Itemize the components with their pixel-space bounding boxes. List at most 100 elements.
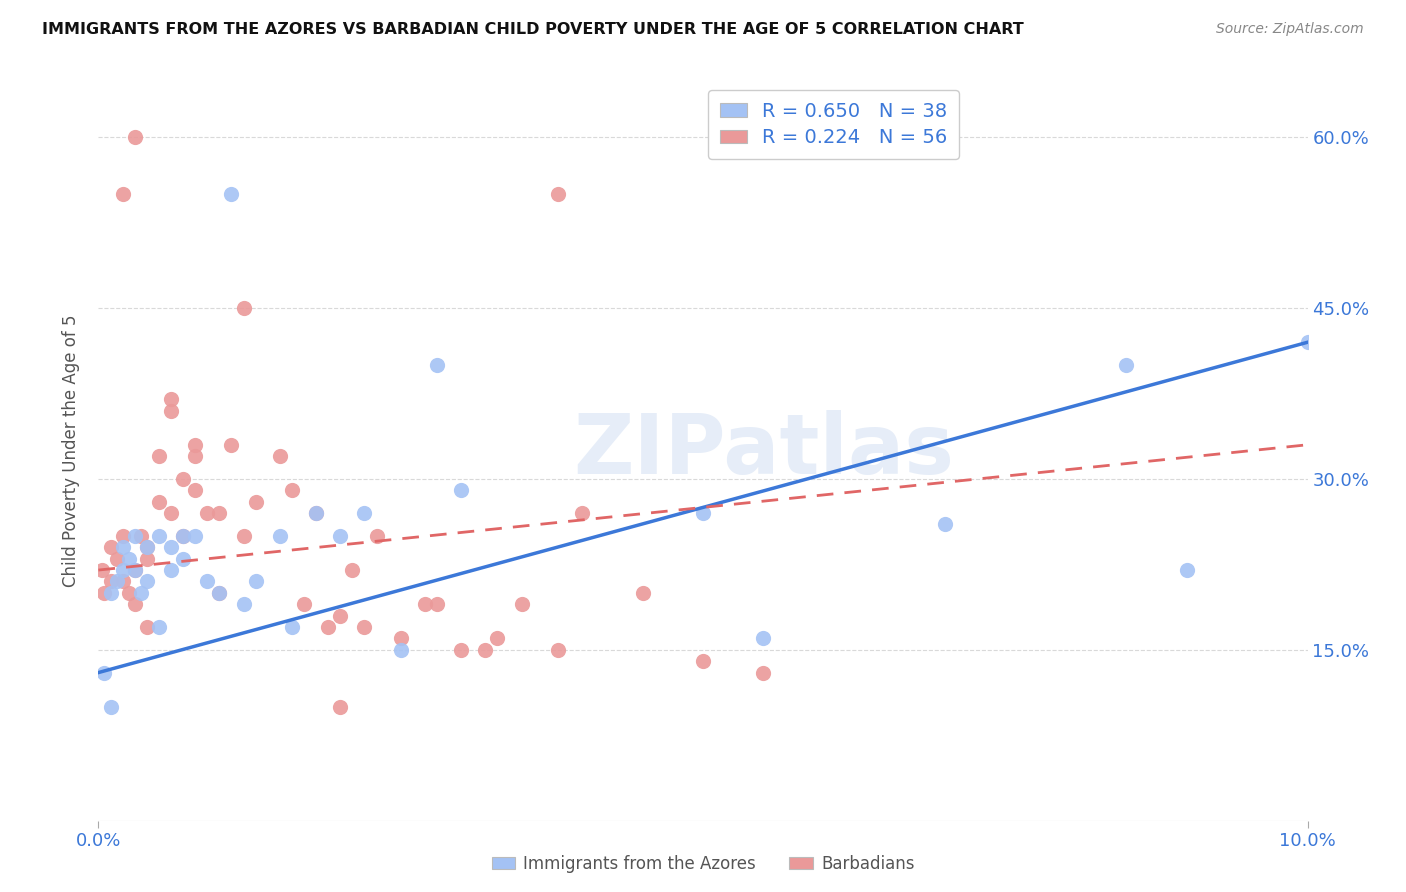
Point — [547, 187, 569, 202]
Point — [111, 541, 134, 555]
Point — [124, 597, 146, 611]
Point — [135, 620, 157, 634]
Point — [232, 301, 254, 315]
Legend: Immigrants from the Azores, Barbadians: Immigrants from the Azores, Barbadians — [485, 848, 921, 880]
Point — [245, 494, 267, 508]
Point — [353, 506, 375, 520]
Point — [934, 517, 956, 532]
Point — [118, 551, 141, 566]
Point — [269, 529, 291, 543]
Point — [305, 506, 328, 520]
Point — [450, 642, 472, 657]
Point — [329, 608, 352, 623]
Point — [148, 449, 170, 463]
Point — [450, 483, 472, 498]
Legend: R = 0.650   N = 38, R = 0.224   N = 56: R = 0.650 N = 38, R = 0.224 N = 56 — [709, 90, 959, 159]
Point — [129, 529, 152, 543]
Point — [148, 529, 170, 543]
Point — [692, 654, 714, 668]
Text: Source: ZipAtlas.com: Source: ZipAtlas.com — [1216, 22, 1364, 37]
Point — [129, 586, 152, 600]
Point — [160, 392, 183, 407]
Point — [100, 586, 122, 600]
Point — [160, 506, 183, 520]
Point — [1175, 563, 1198, 577]
Point — [353, 620, 375, 634]
Point — [221, 438, 243, 452]
Point — [93, 665, 115, 680]
Point — [1296, 335, 1319, 350]
Point — [195, 574, 218, 589]
Point — [631, 586, 654, 600]
Point — [111, 187, 134, 202]
Point — [195, 506, 218, 520]
Point — [292, 597, 315, 611]
Y-axis label: Child Poverty Under the Age of 5: Child Poverty Under the Age of 5 — [62, 314, 80, 587]
Point — [100, 574, 122, 589]
Point — [474, 642, 496, 657]
Point — [148, 620, 170, 634]
Point — [100, 699, 122, 714]
Point — [160, 563, 183, 577]
Point — [316, 620, 339, 634]
Point — [135, 574, 157, 589]
Point — [124, 563, 146, 577]
Point — [124, 130, 146, 145]
Point — [221, 187, 243, 202]
Point — [426, 358, 449, 372]
Point — [329, 529, 352, 543]
Point — [184, 449, 207, 463]
Point — [135, 551, 157, 566]
Point — [111, 529, 134, 543]
Point — [232, 597, 254, 611]
Text: ZIPatlas: ZIPatlas — [574, 410, 953, 491]
Point — [389, 632, 412, 646]
Point — [413, 597, 436, 611]
Point — [105, 551, 128, 566]
Point — [172, 472, 194, 486]
Point — [160, 403, 183, 417]
Point — [172, 529, 194, 543]
Point — [366, 529, 388, 543]
Point — [245, 574, 267, 589]
Point — [111, 574, 134, 589]
Point — [208, 586, 231, 600]
Point — [486, 632, 509, 646]
Point — [118, 586, 141, 600]
Point — [342, 563, 364, 577]
Point — [184, 529, 207, 543]
Point — [329, 699, 352, 714]
Point — [1115, 358, 1137, 372]
Point — [389, 642, 412, 657]
Point — [232, 529, 254, 543]
Point — [184, 483, 207, 498]
Point — [281, 483, 304, 498]
Point — [135, 541, 157, 555]
Point — [111, 563, 134, 577]
Point — [305, 506, 328, 520]
Point — [172, 529, 194, 543]
Point — [93, 586, 115, 600]
Point — [571, 506, 593, 520]
Point — [172, 551, 194, 566]
Point — [426, 597, 449, 611]
Point — [184, 438, 207, 452]
Point — [692, 506, 714, 520]
Point — [752, 632, 775, 646]
Point — [269, 449, 291, 463]
Point — [510, 597, 533, 611]
Point — [281, 620, 304, 634]
Point — [547, 642, 569, 657]
Point — [135, 541, 157, 555]
Point — [208, 586, 231, 600]
Point — [148, 494, 170, 508]
Point — [208, 506, 231, 520]
Point — [100, 541, 122, 555]
Point — [160, 541, 183, 555]
Point — [105, 574, 128, 589]
Text: IMMIGRANTS FROM THE AZORES VS BARBADIAN CHILD POVERTY UNDER THE AGE OF 5 CORRELA: IMMIGRANTS FROM THE AZORES VS BARBADIAN … — [42, 22, 1024, 37]
Point — [752, 665, 775, 680]
Point — [91, 563, 114, 577]
Point — [124, 563, 146, 577]
Point — [124, 529, 146, 543]
